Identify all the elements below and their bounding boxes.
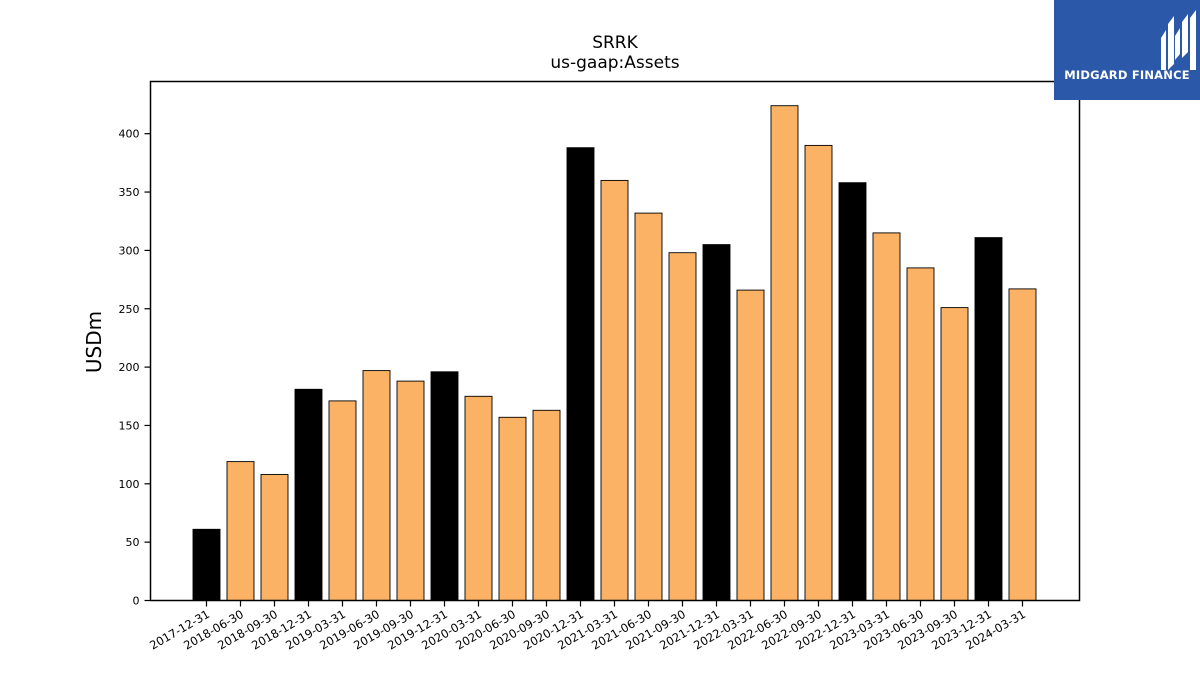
bar-2022-03-31 — [736, 289, 765, 601]
x-ticks-group: 2017-12-312018-06-302018-09-302018-12-31… — [147, 600, 1028, 653]
bar-2018-09-30 — [260, 474, 289, 601]
bar-2020-06-30 — [498, 416, 527, 601]
plot-frame — [149, 80, 1081, 602]
bar-2022-09-30 — [804, 144, 833, 601]
bar-2020-09-30 — [532, 409, 561, 601]
bar-2023-03-31 — [872, 232, 901, 601]
bars-group — [192, 105, 1037, 601]
brand-logo: MIDGARD FINANCE — [1054, 0, 1200, 100]
bar-2019-09-30 — [396, 380, 425, 601]
y-axis-label: USDm — [82, 311, 106, 373]
bar-2018-06-30 — [226, 461, 255, 601]
bar-2018-12-31 — [294, 388, 323, 601]
y-tick-label: 300 — [119, 244, 140, 257]
y-tick-label: 0 — [133, 595, 140, 608]
bar-2024-03-31 — [1008, 288, 1037, 601]
bar-2020-12-31 — [566, 147, 595, 601]
bar-2019-12-31 — [430, 371, 459, 601]
y-tick-label: 350 — [119, 186, 140, 199]
bar-2023-09-30 — [940, 307, 969, 601]
y-tick-label: 200 — [119, 361, 140, 374]
bar-2017-12-31 — [192, 528, 221, 601]
bar-2019-03-31 — [328, 400, 357, 601]
bar-2020-03-31 — [464, 395, 493, 601]
y-tick-label: 100 — [119, 478, 140, 491]
bar-2023-06-30 — [906, 267, 935, 601]
bar-2021-06-30 — [634, 212, 663, 601]
bar-2023-12-31 — [974, 237, 1003, 601]
chart-subtitle: us-gaap:Assets — [550, 53, 679, 73]
brand-name: MIDGARD FINANCE — [1064, 68, 1190, 82]
y-tick-label: 400 — [119, 128, 140, 141]
chart-title: SRRK — [592, 33, 638, 53]
bar-2021-09-30 — [668, 252, 697, 601]
y-ticks-group: 0 50 100 150 200 250 300 350 400 — [119, 128, 151, 608]
bar-2019-06-30 — [362, 370, 391, 601]
y-tick-label: 150 — [119, 419, 140, 432]
bar-2022-12-31 — [838, 182, 867, 601]
midgard-logo-icon — [1161, 10, 1196, 70]
y-tick-label: 50 — [126, 536, 140, 549]
bar-2022-06-30 — [770, 105, 799, 601]
bar-2021-12-31 — [702, 244, 731, 601]
bar-2021-03-31 — [600, 179, 629, 601]
y-tick-label: 250 — [119, 303, 140, 316]
